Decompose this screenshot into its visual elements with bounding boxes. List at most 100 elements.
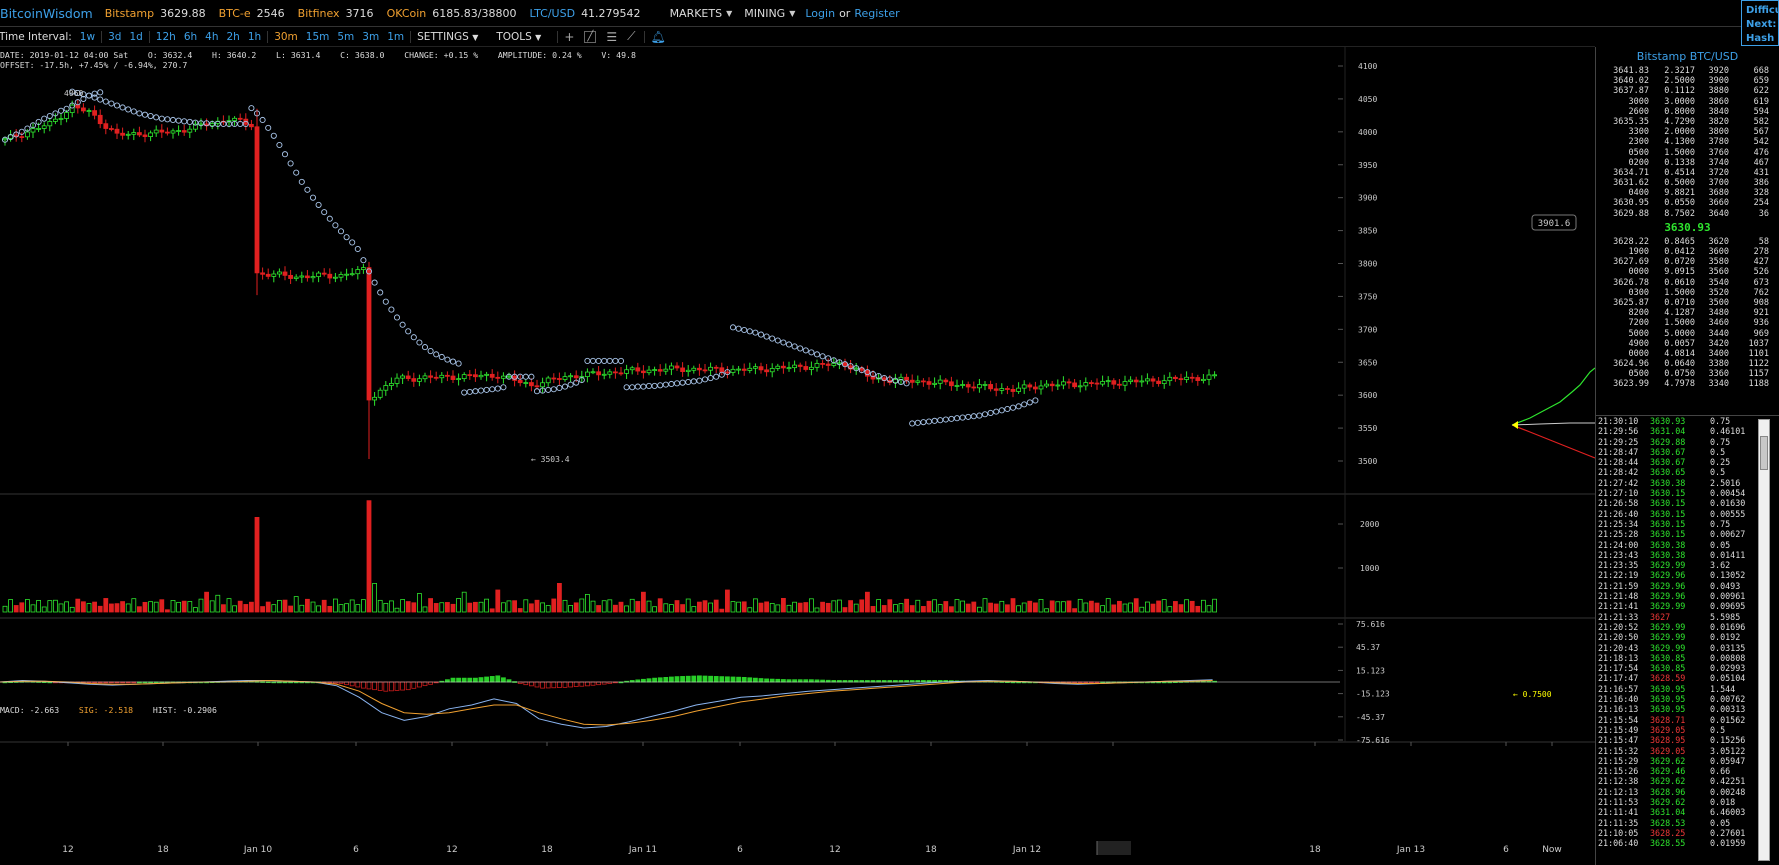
markets-menu[interactable]: MARKETS <box>669 6 723 20</box>
volume-bar <box>781 597 786 613</box>
candle-body <box>562 376 568 380</box>
bid-cell: 8200 <box>1628 308 1649 319</box>
interval-1w-button[interactable]: 1w <box>79 30 96 43</box>
ask-cell: 0.0550 <box>1664 198 1695 209</box>
horizontal-line-tool-icon[interactable]: ☰ <box>606 29 618 44</box>
sar-dot <box>707 374 714 382</box>
sar-dot <box>550 386 557 393</box>
candle-body <box>92 110 97 116</box>
sar-dot <box>382 298 389 305</box>
interval-3d-button[interactable]: 3d <box>108 30 122 43</box>
candle-body <box>489 373 495 378</box>
trade-row: 21:28:47 3630.67 0.5 <box>1596 447 1779 457</box>
login-link[interactable]: Login <box>805 6 836 20</box>
trade-time: 21:30:10 <box>1598 416 1639 426</box>
sar-dot <box>365 268 373 275</box>
trade-price: 3628.96 <box>1650 786 1686 797</box>
brand-logo[interactable]: BitcoinWisdom <box>0 5 93 21</box>
trade-time: 21:26:58 <box>1598 498 1639 509</box>
settings-menu[interactable]: SETTINGS ▼ <box>417 31 478 43</box>
candle-body <box>943 379 949 383</box>
sar-dot <box>309 194 317 201</box>
volume-bar <box>909 605 915 613</box>
trade-amount: 0.66 <box>1710 766 1731 777</box>
exchange-bitfinex-link[interactable]: Bitfinex <box>297 6 340 20</box>
exchange-bitstamp-link[interactable]: Bitstamp <box>104 6 155 20</box>
chevron-down-icon: ▼ <box>726 8 733 18</box>
macd-histogram-bar <box>489 676 495 683</box>
trade-price: 3629.99 <box>1650 621 1686 632</box>
candle-body <box>120 132 125 136</box>
sar-dot <box>690 378 697 385</box>
candle-body <box>781 365 786 369</box>
alert-bell-icon[interactable]: 🔔︎ <box>650 29 666 44</box>
volume-bar <box>120 601 125 613</box>
crosshair-tool-icon[interactable]: + <box>564 29 575 44</box>
bid-cell: 1.5000 <box>1664 318 1695 329</box>
sar-dot <box>881 374 888 382</box>
interval-30m-button[interactable]: 30m <box>274 30 298 43</box>
trade-amount: 0.00808 <box>1710 652 1746 663</box>
trade-row: 21:21:41 3629.99 0.09695 <box>1596 601 1779 611</box>
interval-1d-button[interactable]: 1d <box>129 30 143 43</box>
trade-history-scrollbar[interactable] <box>1758 419 1770 861</box>
interval-2h-button[interactable]: 2h <box>226 30 240 43</box>
trade-amount: 0.75 <box>1710 416 1731 426</box>
interval-3m-button[interactable]: 3m <box>362 30 380 43</box>
sar-dot <box>573 379 580 386</box>
scrollbar-thumb[interactable] <box>1760 436 1768 470</box>
fibonacci-tool-icon[interactable]: ⟋ <box>627 29 636 43</box>
mining-menu[interactable]: MINING <box>744 6 786 20</box>
macd-histogram-bar <box>557 681 562 688</box>
bid-cell: 1188 <box>1748 379 1769 390</box>
register-link[interactable]: Register <box>854 6 900 20</box>
volume-bar <box>316 605 322 613</box>
candle-body <box>472 374 478 378</box>
sar-dot <box>1 136 9 143</box>
macd-histogram-bar <box>680 676 685 683</box>
interval-1h-button[interactable]: 1h <box>247 30 262 43</box>
ltc-usd-link[interactable]: LTC/USD <box>529 6 576 20</box>
interval-4h-button[interactable]: 4h <box>205 30 219 43</box>
interval-1m-button[interactable]: 1m <box>387 30 405 43</box>
interval-6h-button[interactable]: 6h <box>183 30 198 43</box>
tools-menu[interactable]: TOOLS ▼ <box>496 31 541 43</box>
volume-bar <box>685 598 691 613</box>
macd-histogram-bar <box>523 681 529 686</box>
candle-body <box>456 378 462 381</box>
difficulty-panel[interactable]: Difficu Next: Hash R <box>1741 0 1779 46</box>
ask-cell: 3631.62 <box>1613 178 1649 189</box>
volume-bar <box>1016 605 1021 613</box>
volume-bar <box>383 602 389 613</box>
interval-12h-button[interactable]: 12h <box>155 30 176 43</box>
trade-amount: 0.27601 <box>1710 827 1746 838</box>
trendline-tool-icon[interactable]: ╱ <box>584 30 597 43</box>
volume-bar <box>988 602 993 613</box>
volume-bar <box>131 598 137 613</box>
interval-15m-button[interactable]: 15m <box>305 30 330 43</box>
volume-bar <box>753 598 758 613</box>
volume-bar <box>8 599 14 613</box>
bid-cell: 3626.78 <box>1613 277 1649 288</box>
trade-price: 3629.96 <box>1650 591 1686 602</box>
bid-row: 0000 9.0915 3560 526 <box>1596 267 1779 277</box>
price-chart[interactable]: 4100 4050 4000 3950 3900 3850 3800 3750 3700 3650… <box>0 47 1595 865</box>
sar-dot <box>393 314 401 321</box>
volume-bar <box>411 602 417 613</box>
exchange-btce-link[interactable]: BTC-e <box>218 6 251 20</box>
sar-dot <box>444 356 451 363</box>
macd-histogram-bar <box>713 676 719 683</box>
orderbook-title[interactable]: Bitstamp BTC/USD <box>1636 50 1739 63</box>
trade-amount: 0.02993 <box>1710 663 1746 674</box>
macd-axis-tick-label: -45.37 <box>1356 713 1385 722</box>
trade-row: 21:06:40 3628.55 0.01959 <box>1596 838 1779 848</box>
sar-dot <box>500 384 507 391</box>
exchange-okcoin-link[interactable]: OKCoin <box>386 6 427 20</box>
volume-axis-tick-label: 1000 <box>1360 564 1379 573</box>
volume-bar <box>293 596 299 613</box>
interval-5m-button[interactable]: 5m <box>337 30 355 43</box>
macd-histogram-bar <box>400 681 406 691</box>
candle-body <box>1089 382 1094 384</box>
sar-dot <box>242 120 249 127</box>
candle-body <box>265 273 271 277</box>
